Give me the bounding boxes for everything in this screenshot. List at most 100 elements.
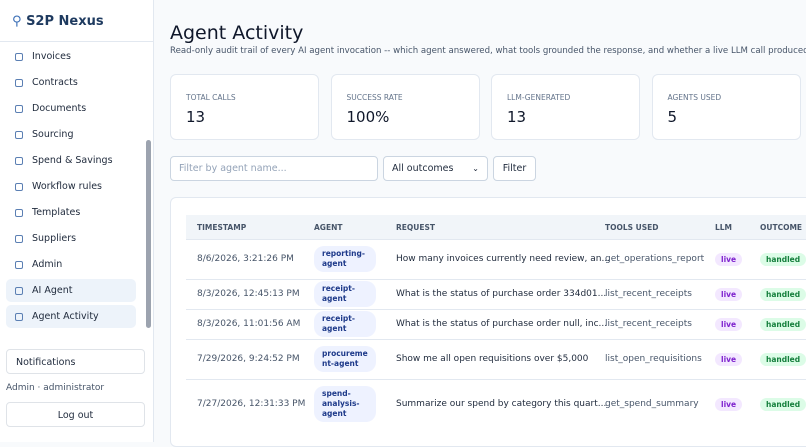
nav-item[interactable]: Contracts <box>6 71 136 94</box>
outcome-select[interactable]: All outcomes ⌄ <box>383 156 488 181</box>
stat-label: TOTAL CALLS <box>186 93 236 102</box>
nav-item[interactable]: Spend & Savings <box>6 149 136 172</box>
stat-card: TOTAL CALLS 13 <box>170 74 319 140</box>
cell-text: 7/27/2026, 12:31:33 PM <box>197 399 306 409</box>
table-cell: live <box>715 239 743 279</box>
subtitle: Read-only audit trail of every AI agent … <box>170 46 806 56</box>
agent-badge: receipt-agent <box>314 280 376 308</box>
nav-label: Workflow rules <box>32 181 103 192</box>
chevron: ⌄ <box>472 164 479 173</box>
agent-badge: spend-analysis-agent <box>314 385 376 423</box>
row-divider <box>186 339 806 340</box>
cell-text: list_recent_receipts <box>605 319 692 329</box>
nav-label: Spend & Savings <box>32 155 113 166</box>
filter-input[interactable]: Filter by agent name... <box>170 156 378 181</box>
logout-button[interactable]: Log out <box>6 402 145 427</box>
nav-item[interactable]: Invoices <box>6 45 136 68</box>
table-cell: receipt-agent <box>314 309 376 339</box>
row-divider <box>186 379 806 380</box>
notifications-button[interactable]: Notifications <box>6 349 145 374</box>
row-divider <box>186 239 806 240</box>
nav-icon <box>15 182 23 191</box>
row-divider <box>186 309 806 310</box>
nav-item[interactable]: Templates <box>6 201 136 224</box>
nav-label: AI Agent <box>32 285 73 296</box>
nav-icon <box>15 234 23 243</box>
table-cell: list_recent_receipts <box>605 279 692 309</box>
table-cell: live <box>715 379 743 429</box>
cell-text: 8/6/2026, 3:21:26 PM <box>197 254 294 264</box>
stat-label: LLM-GENERATED <box>507 93 571 102</box>
table-cell: What is the status of purchase order nul… <box>396 309 607 339</box>
filter-button[interactable]: Filter <box>493 156 536 181</box>
table-cell: handled <box>760 379 806 429</box>
agent-badge: reporting-agent <box>314 245 376 273</box>
table-cell: list_recent_receipts <box>605 309 692 339</box>
nav-icon <box>15 312 23 321</box>
stat-value: 100% <box>346 108 390 126</box>
nav-item[interactable]: Documents <box>6 97 136 120</box>
nav-label: Sourcing <box>32 129 74 140</box>
nav-item[interactable]: Suppliers <box>6 227 136 250</box>
table-card: TIMESTAMP AGENT REQUEST TOOLS USED LLM OUTCOM… <box>170 197 806 447</box>
table-cell: Show me all open requisitions over $5,00… <box>396 339 588 379</box>
table-cell: spend-analysis-agent <box>314 379 376 429</box>
stat-card: SUCCESS RATE 100% <box>330 74 480 140</box>
nav-item[interactable]: AI Agent <box>6 279 136 302</box>
table-cell: Summarize our spend by category this qua… <box>396 379 606 429</box>
nav-label: Documents <box>32 103 87 114</box>
nav-label: Templates <box>32 207 81 218</box>
column-header: TOOLS USED <box>605 222 659 232</box>
nav-label: Admin <box>32 259 63 270</box>
nav-label: Suppliers <box>32 233 77 244</box>
cell-text: How many invoices currently need review,… <box>396 254 611 264</box>
brand: ⚲ S2P Nexus <box>12 14 104 29</box>
stat-value: 13 <box>186 108 206 126</box>
nav-item[interactable]: Sourcing <box>6 123 136 146</box>
cell-text: 7/29/2026, 9:24:52 PM <box>197 354 300 364</box>
column-header: REQUEST <box>396 222 436 232</box>
table-cell: 8/6/2026, 3:21:26 PM <box>197 239 294 279</box>
table-cell: 7/27/2026, 12:31:33 PM <box>197 379 305 429</box>
nav-item[interactable]: Agent Activity <box>6 305 136 328</box>
column-header: LLM <box>715 222 733 232</box>
nav-icon <box>15 156 23 165</box>
llm-badge: live <box>715 287 743 301</box>
table-cell: handled <box>760 239 806 279</box>
row-divider <box>186 279 806 280</box>
divider <box>0 41 153 42</box>
llm-badge: live <box>715 252 743 266</box>
cell-text: What is the status of purchase order 334… <box>396 289 607 299</box>
outcome-badge: handled <box>760 397 806 411</box>
nav-icon <box>15 208 23 217</box>
table-cell: live <box>715 279 743 309</box>
table-cell: get_operations_report <box>605 239 704 279</box>
cell-text: list_recent_receipts <box>605 289 692 299</box>
table-cell: procurement-agent <box>314 339 376 379</box>
table-cell: handled <box>760 339 806 379</box>
cell-text: get_spend_summary <box>605 399 699 409</box>
table-cell: live <box>715 339 743 379</box>
cell-text: list_open_requisitions <box>605 354 702 364</box>
nav-icon <box>15 286 23 295</box>
llm-badge: live <box>715 317 743 331</box>
nav-icon <box>15 52 23 61</box>
nav-item[interactable]: Admin <box>6 253 136 276</box>
scrollbar <box>146 140 151 328</box>
table-cell: 7/29/2026, 9:24:52 PM <box>197 339 300 379</box>
outcome-badge: handled <box>760 287 806 301</box>
stat-label: AGENTS USED <box>667 93 722 102</box>
table-cell: receipt-agent <box>314 279 376 309</box>
stat-card: LLM-GENERATED 13 <box>491 74 640 140</box>
agent-badge: receipt-agent <box>314 310 376 338</box>
nav-item[interactable]: Workflow rules <box>6 175 136 198</box>
table-cell: reporting-agent <box>314 239 376 279</box>
sidebar: ⚲ S2P Nexus Notifications Admin · admini… <box>0 0 154 442</box>
table-header-bg <box>186 215 806 239</box>
nav-icon <box>15 260 23 269</box>
column-header: OUTCOME <box>760 222 803 232</box>
nav-label: Contracts <box>32 77 78 88</box>
outcome-badge: handled <box>760 352 806 366</box>
nav-icon <box>15 104 23 113</box>
cell-text: 8/3/2026, 11:01:56 AM <box>197 319 301 329</box>
